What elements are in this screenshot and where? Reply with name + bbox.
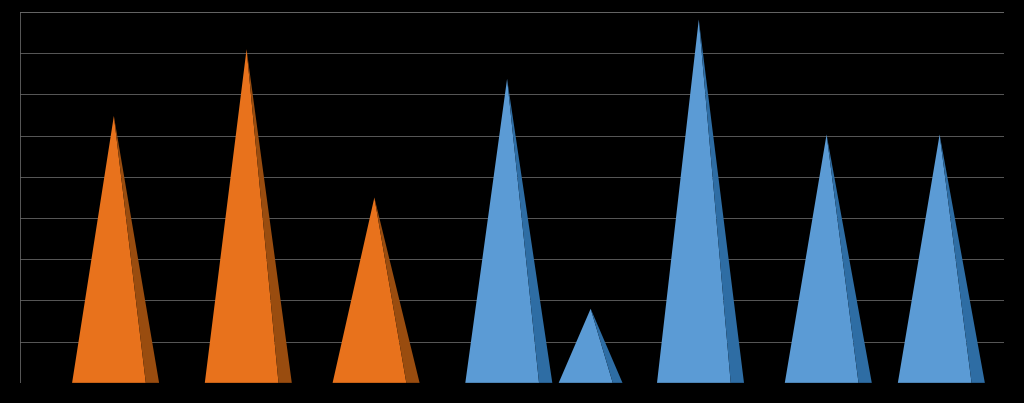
Polygon shape xyxy=(698,19,744,383)
Polygon shape xyxy=(826,135,871,383)
Polygon shape xyxy=(559,309,612,383)
Polygon shape xyxy=(114,116,159,383)
Polygon shape xyxy=(507,79,552,383)
Polygon shape xyxy=(591,309,623,383)
Polygon shape xyxy=(247,49,292,383)
Polygon shape xyxy=(333,197,407,383)
Polygon shape xyxy=(784,135,858,383)
Polygon shape xyxy=(898,135,972,383)
Polygon shape xyxy=(375,197,420,383)
Polygon shape xyxy=(940,135,985,383)
Polygon shape xyxy=(72,116,145,383)
Polygon shape xyxy=(465,79,539,383)
Polygon shape xyxy=(657,19,731,383)
Polygon shape xyxy=(205,49,279,383)
